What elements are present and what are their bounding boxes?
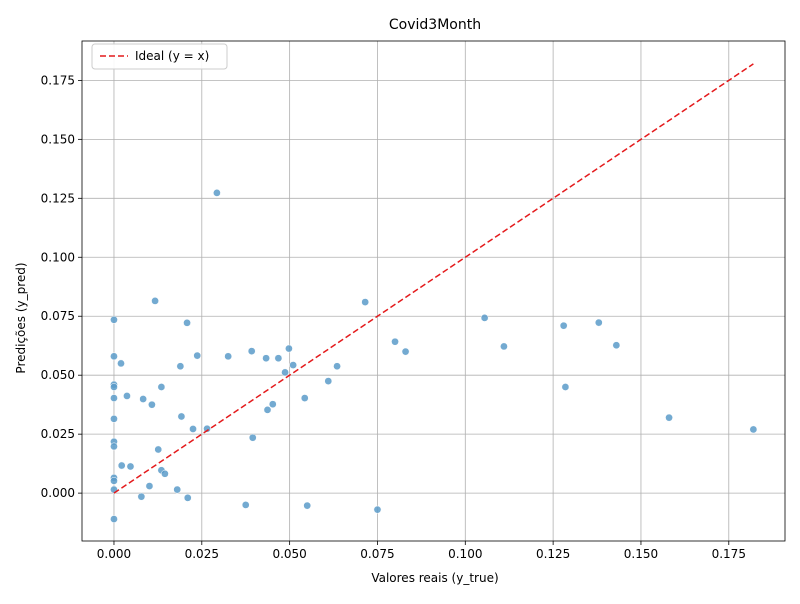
- data-point: [117, 461, 126, 470]
- legend-frame: [91, 43, 228, 70]
- plot-area: 0.000 0.025 0.050 0.075 0.100 0.125 0.150 0.175…: [41, 40, 786, 561]
- data-point: [139, 395, 147, 403]
- chart-title: Covid3Month: [389, 17, 481, 33]
- data-point: [289, 361, 297, 369]
- y-tick-label: 0.025: [41, 427, 75, 441]
- y-tick-label: 0.125: [41, 191, 75, 205]
- data-point: [247, 347, 256, 355]
- data-point: [594, 318, 603, 327]
- data-point: [148, 400, 156, 409]
- data-point: [480, 314, 489, 322]
- data-point: [213, 189, 221, 197]
- x-tick-label: 0.050: [272, 547, 306, 561]
- data-point: [241, 501, 250, 509]
- x-tick-label: 0.000: [97, 547, 131, 561]
- x-tick-label: 0.175: [712, 547, 746, 561]
- data-point: [281, 368, 289, 377]
- data-point: [110, 414, 118, 423]
- data-point: [183, 318, 191, 327]
- data-point: [224, 352, 233, 361]
- data-point: [189, 425, 197, 433]
- data-point: [559, 321, 568, 330]
- data-point: [157, 383, 166, 391]
- data-point: [173, 485, 182, 494]
- data-point: [183, 493, 192, 502]
- data-point: [110, 477, 118, 485]
- data-point: [110, 383, 118, 391]
- data-point: [248, 433, 257, 442]
- x-tick-label: 0.025: [185, 547, 219, 561]
- data-point: [151, 297, 159, 305]
- legend-ideal-label: Ideal (y = x): [135, 49, 209, 63]
- data-point: [203, 424, 211, 433]
- data-point: [268, 400, 277, 409]
- data-point: [117, 359, 125, 368]
- data-point: [401, 347, 410, 356]
- data-point: [373, 505, 382, 514]
- data-point: [176, 362, 185, 371]
- data-point: [110, 352, 118, 361]
- y-tick-label: 0.100: [41, 250, 75, 264]
- data-point: [110, 515, 118, 523]
- data-point: [361, 298, 370, 306]
- y-axis-label: Predições (y_pred): [14, 262, 28, 373]
- y-tick-label: 0.075: [41, 309, 75, 323]
- data-point: [123, 392, 131, 400]
- data-point: [145, 482, 154, 490]
- data-point: [177, 412, 186, 421]
- ideal-line: [113, 63, 754, 494]
- data-point: [665, 413, 673, 422]
- data-point: [262, 354, 270, 363]
- data-point: [154, 445, 163, 454]
- y-tick-label: 0.050: [41, 368, 75, 382]
- y-tick-label: 0.150: [41, 132, 75, 146]
- data-point: [110, 394, 118, 402]
- data-point: [303, 501, 312, 510]
- y-tick-label: 0.000: [41, 486, 75, 500]
- data-point: [110, 315, 118, 324]
- data-point: [161, 469, 169, 478]
- data-point: [263, 406, 272, 414]
- data-point: [324, 377, 333, 385]
- x-axis-label: Valores reais (y_true): [371, 571, 498, 585]
- x-tick-label: 0.150: [624, 547, 658, 561]
- x-tick-label: 0.100: [448, 547, 482, 561]
- data-point: [274, 354, 283, 363]
- legend: Ideal (y = x): [91, 43, 228, 70]
- data-point: [300, 394, 309, 402]
- data-point: [612, 341, 621, 350]
- data-point: [137, 492, 146, 501]
- y-tick-label: 0.175: [41, 73, 75, 87]
- data-point: [500, 342, 508, 351]
- data-point: [126, 462, 135, 471]
- data-point: [561, 383, 570, 391]
- data-point: [285, 344, 293, 353]
- data-point: [391, 337, 399, 346]
- plot-frame: [81, 40, 786, 542]
- data-point: [193, 351, 202, 360]
- data-point: [333, 362, 341, 371]
- data-point: [749, 425, 758, 434]
- x-tick-label: 0.125: [536, 547, 570, 561]
- x-tick-label: 0.075: [360, 547, 394, 561]
- data-point: [110, 442, 118, 451]
